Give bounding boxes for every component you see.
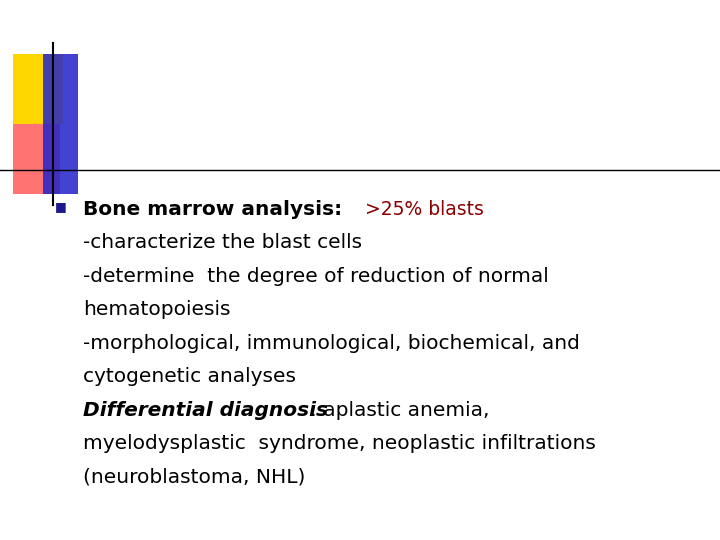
Text: Bone marrow analysis:: Bone marrow analysis: [83,200,342,219]
Text: -morphological, immunological, biochemical, and: -morphological, immunological, biochemic… [83,334,580,353]
Text: -characterize the blast cells: -characterize the blast cells [83,233,362,252]
Text: ■: ■ [55,200,67,213]
Bar [13,54,63,124]
Text: -determine  the degree of reduction of normal: -determine the degree of reduction of no… [83,267,549,286]
Text: hematopoiesis: hematopoiesis [83,300,230,319]
Text: myelodysplastic  syndrome, neoplastic infiltrations: myelodysplastic syndrome, neoplastic inf… [83,434,595,453]
Text: : aplastic anemia,: : aplastic anemia, [310,401,489,420]
Text: Differential diagnosis: Differential diagnosis [83,401,328,420]
Text: >25% blasts: >25% blasts [353,200,484,219]
Bar [43,54,78,194]
Bar [13,124,60,194]
Text: (neuroblastoma, NHL): (neuroblastoma, NHL) [83,468,305,487]
Text: cytogenetic analyses: cytogenetic analyses [83,367,296,386]
